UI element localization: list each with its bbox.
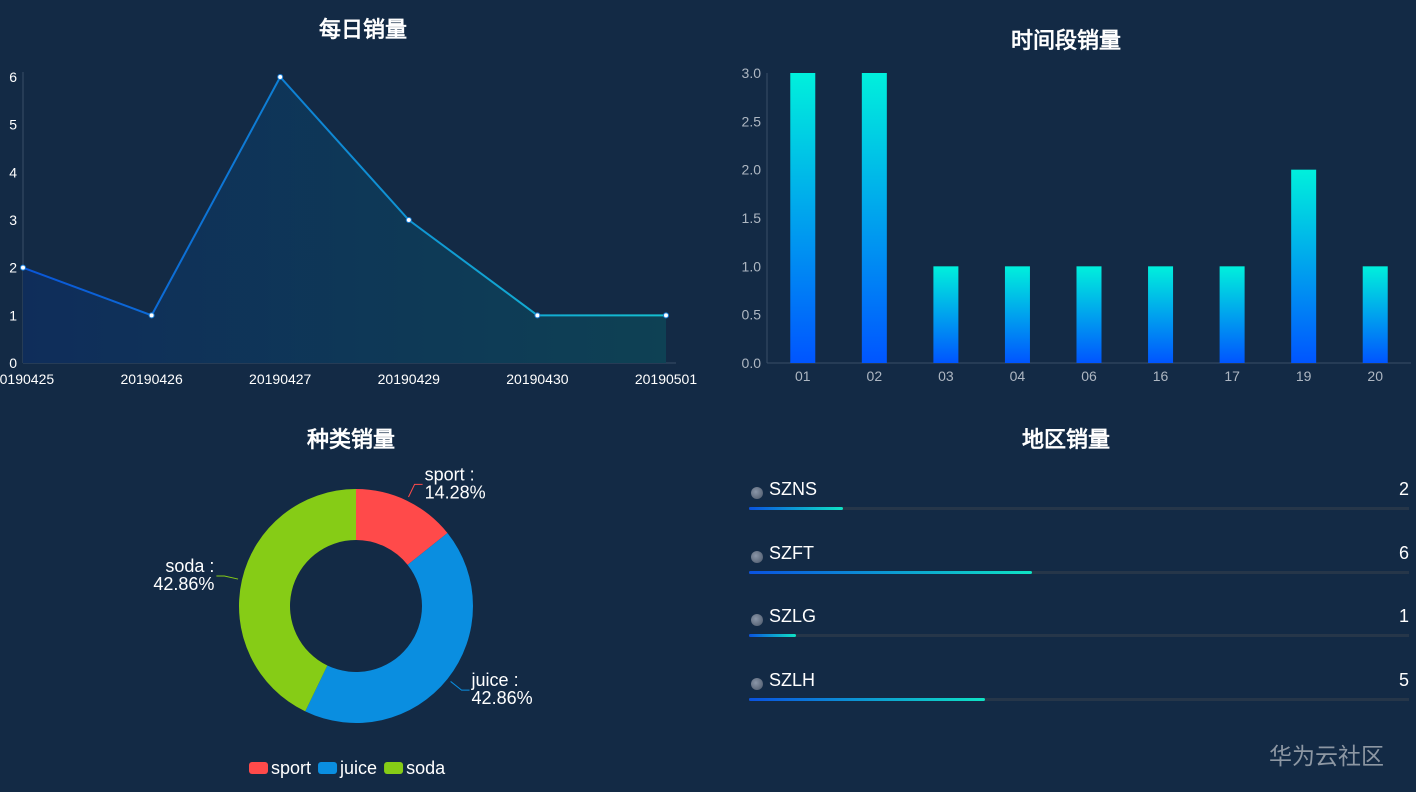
y-tick-label: 3.0 [742,65,762,81]
region-bar-fill [749,507,844,510]
slice-label: soda : [165,556,214,576]
region-bar-fill [749,697,985,701]
x-tick-label: 03 [938,368,954,384]
category-sales-title: 种类销量 [306,428,396,453]
region-value: 2 [1398,479,1409,499]
bar [1148,266,1174,363]
region-row: SZLH 5 [749,667,1409,707]
watermark: 华为云社区 [1269,744,1384,770]
region-name: SZFT [769,542,814,563]
bar [1004,266,1030,363]
y-tick-label: 1 [9,307,17,323]
slice-label: sport : [425,464,475,484]
label-line [216,575,239,580]
region-icon [751,614,763,626]
region-sales-title: 地区销量 [1021,428,1111,453]
y-tick-label: 0 [9,355,17,371]
slice-percent: 42.86% [153,574,214,594]
x-tick-label: 04 [1010,368,1026,384]
y-tick-label: 6 [9,69,17,85]
region-value: 1 [1398,606,1409,626]
y-tick-label: 2.5 [742,113,762,129]
x-tick-label: 01 [795,368,811,384]
label-line [450,681,470,691]
data-point [20,264,26,271]
series-line [22,75,666,317]
legend-label-sport: sport [271,758,311,778]
region-value: 6 [1398,542,1409,563]
data-point [534,312,541,319]
y-tick-label: 5 [9,117,17,133]
x-tick-label: 19 [1296,368,1312,384]
time-sales-title: 时间段销量 [1010,29,1122,54]
region-bar-track [749,570,1409,574]
x-tick-label: 17 [1224,368,1240,384]
data-point [663,312,669,319]
region-value: 5 [1398,669,1409,690]
region-icon [751,550,763,563]
region-name: SZNS [769,479,818,499]
region-bar-track [749,634,1409,637]
legend-label-juice: juice [339,758,377,778]
region-icon [751,487,763,499]
slice-sport [356,489,448,565]
label-line [408,483,423,498]
x-tick-label: 20 [1367,368,1383,384]
data-point [405,217,412,223]
slice-label: juice : [471,670,519,690]
bar [861,73,887,363]
slice-percent: 14.28% [425,482,486,502]
y-tick-label: 4 [9,164,17,180]
x-tick-label: 20190425 [0,371,54,387]
region-row: SZFT 6 [749,540,1409,580]
category-sales-chart: sport :14.28%juice :42.86%soda :42.86%sp… [153,464,532,778]
data-point [148,312,155,319]
x-tick-label: 20190430 [506,371,569,387]
slice-soda [238,489,356,712]
data-point [277,74,284,80]
legend-swatch-sport [249,762,268,774]
bar [790,73,816,363]
y-tick-label: 2 [9,260,17,276]
region-icon [751,677,763,690]
x-tick-label: 06 [1081,368,1097,384]
x-tick-label: 20190426 [120,371,183,387]
region-bar-fill [749,634,797,637]
region-name: SZLG [769,606,817,626]
x-tick-label: 02 [867,368,883,384]
time-sales-chart: 0.0 0.5 1.0 1.5 2.0 2.5 3.0 01 02 03 04 06 16 17 19 20 [742,65,1411,384]
area-fill [23,77,666,363]
y-tick-label: 0.5 [742,307,762,323]
x-tick-label: 20190429 [378,371,441,387]
region-bar-fill [749,570,1032,574]
legend-label-soda: soda [406,758,446,778]
y-tick-label: 1.0 [742,258,762,274]
y-tick-label: 1.5 [742,210,762,226]
legend-swatch-soda [384,762,404,774]
bar [1219,266,1245,363]
y-tick-label: 0.0 [742,355,762,371]
bar [1291,169,1317,363]
x-tick-label: 16 [1153,368,1169,384]
bar [1362,266,1388,363]
slice-percent: 42.86% [472,688,533,708]
region-row: SZLG 1 [749,603,1409,643]
y-tick-label: 2.0 [742,162,762,178]
daily-sales-title: 每日销量 [318,18,408,43]
region-row: SZNS 2 [749,476,1409,516]
region-bar-track [749,507,1409,510]
region-bar-track [749,697,1409,701]
bar [1076,266,1102,363]
x-tick-label: 20190427 [249,371,312,387]
slice-juice [305,533,473,723]
bar [933,266,959,363]
legend-swatch-juice [318,762,338,774]
y-tick-label: 3 [9,212,17,228]
daily-sales-chart: 0 1 2 3 4 5 6 20190425 20190426 20190427 20190429 2… [0,69,697,387]
x-tick-label: 20190501 [635,371,698,387]
region-name: SZLH [769,669,816,690]
